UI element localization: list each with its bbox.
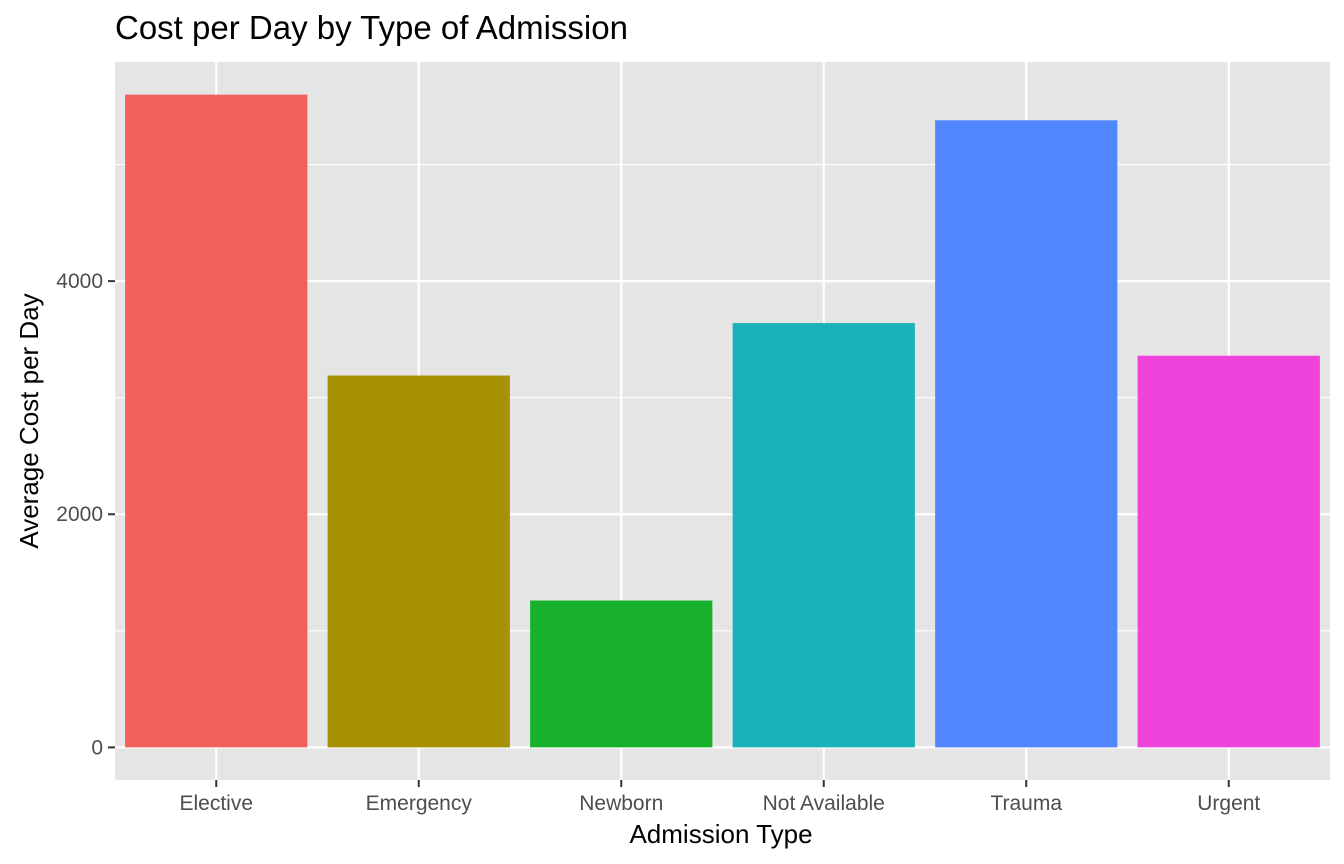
y-tick-label: 2000 xyxy=(56,503,103,526)
x-tick-label: Not Available xyxy=(763,792,885,815)
chart-title: Cost per Day by Type of Admission xyxy=(115,9,628,46)
minor-gridlines xyxy=(115,164,1330,632)
bar-emergency xyxy=(327,375,510,748)
bars xyxy=(125,94,1320,748)
x-tick-label: Newborn xyxy=(579,792,663,815)
bar-newborn xyxy=(530,600,713,748)
y-tick-label: 0 xyxy=(91,736,103,759)
x-tick-label: Urgent xyxy=(1197,792,1260,815)
x-tick-label: Elective xyxy=(179,792,253,815)
bar-not-available xyxy=(732,323,915,748)
x-tick-label: Emergency xyxy=(366,792,473,815)
plot-panel xyxy=(115,62,1330,780)
y-axis: 0 2000 4000 xyxy=(56,270,115,759)
y-axis-title: Average Cost per Day xyxy=(14,293,44,548)
bar-elective xyxy=(125,94,308,748)
y-tick-label: 4000 xyxy=(56,270,103,293)
x-axis-title: Admission Type xyxy=(629,819,812,849)
bar-urgent xyxy=(1137,355,1320,748)
x-axis: Elective Emergency Newborn Not Available Tra… xyxy=(179,780,1260,815)
x-tick-label: Trauma xyxy=(990,792,1062,815)
bar-trauma xyxy=(935,120,1118,748)
